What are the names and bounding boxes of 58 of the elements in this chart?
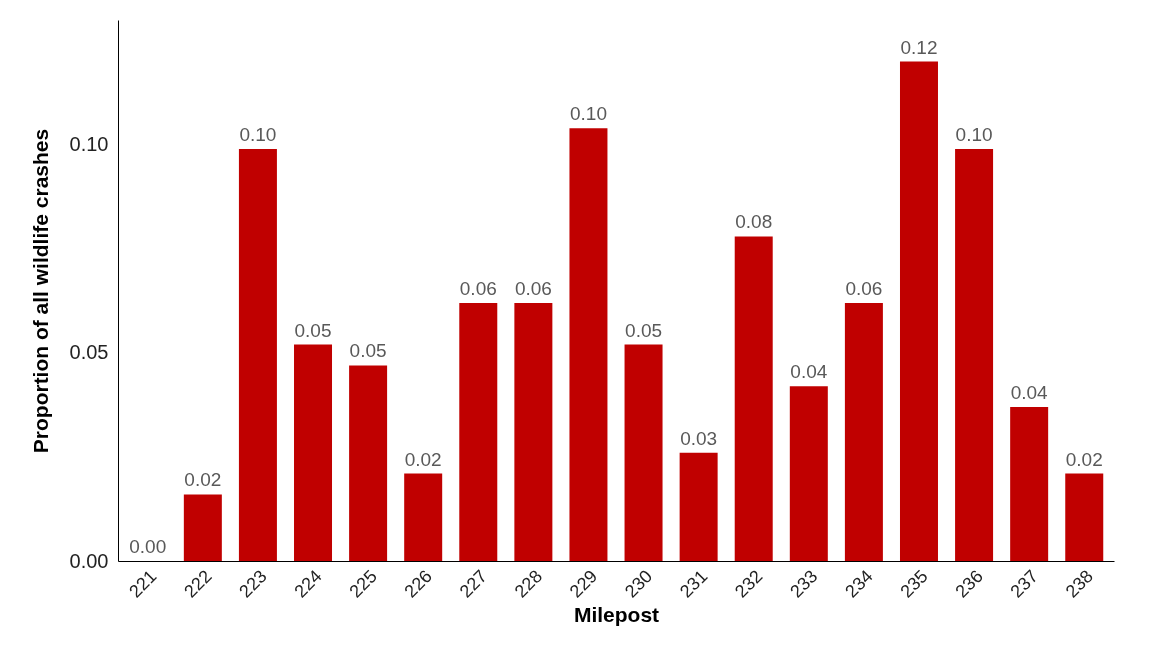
data-label: 0.02 (404, 448, 442, 470)
y-tick-label: 0.00 (69, 549, 109, 572)
data-label: 0.06 (514, 277, 552, 299)
bar (404, 473, 443, 561)
data-label: 0.10 (239, 124, 277, 146)
y-axis-title: Proportion of all wildlife crashes (28, 128, 52, 454)
bar (349, 365, 388, 561)
x-tick-label: 237 (1006, 566, 1042, 602)
data-label: 0.05 (349, 340, 387, 362)
y-tick-label: 0.10 (69, 133, 109, 156)
data-label: 0.03 (680, 427, 718, 449)
bar (1010, 407, 1049, 561)
bar (1065, 473, 1104, 561)
x-tick-label: 231 (675, 566, 712, 602)
data-label: 0.02 (1065, 448, 1103, 470)
x-tick-label: 230 (620, 566, 657, 602)
x-tick-label: 236 (951, 566, 987, 602)
data-label: 0.04 (1010, 382, 1049, 404)
x-tick-label: 221 (125, 566, 161, 602)
bar (238, 149, 277, 561)
bar (514, 302, 553, 561)
bar (569, 128, 608, 561)
bar (734, 236, 773, 561)
data-label: 0.06 (845, 277, 883, 299)
bar (294, 344, 333, 561)
bar (899, 61, 938, 561)
data-label: 0.04 (790, 361, 828, 383)
x-tick-label: 238 (1061, 566, 1097, 602)
bar (679, 452, 718, 561)
x-tick-label: 223 (235, 566, 271, 602)
x-tick-label: 224 (290, 566, 326, 602)
x-tick-label: 222 (180, 566, 216, 602)
data-label: 0.05 (625, 319, 663, 341)
x-tick-label: 226 (400, 566, 436, 602)
data-label: 0.10 (955, 124, 993, 146)
x-tick-label: 235 (896, 566, 932, 602)
data-label: 0.05 (294, 319, 332, 341)
x-tick-label: 227 (455, 566, 492, 602)
bar (789, 386, 828, 561)
bar (459, 302, 498, 561)
bar (844, 302, 883, 561)
y-tick-label: 0.05 (69, 341, 109, 364)
bar (624, 344, 663, 561)
bar (183, 494, 222, 561)
data-label: 0.06 (459, 277, 497, 299)
x-tick-label: 232 (731, 566, 767, 602)
x-tick-label: 234 (841, 566, 877, 602)
x-tick-label: 233 (786, 566, 822, 602)
data-label: 0.08 (735, 211, 773, 233)
x-tick-label: 228 (510, 566, 547, 602)
bar (955, 149, 994, 561)
x-axis-title: Milepost (573, 603, 660, 627)
data-label: 0.12 (900, 36, 938, 58)
data-label: 0.00 (129, 536, 167, 557)
data-label: 0.02 (184, 469, 222, 491)
x-tick-label: 225 (345, 566, 381, 602)
x-tick-label: 229 (565, 566, 602, 602)
data-label: 0.10 (569, 103, 607, 125)
